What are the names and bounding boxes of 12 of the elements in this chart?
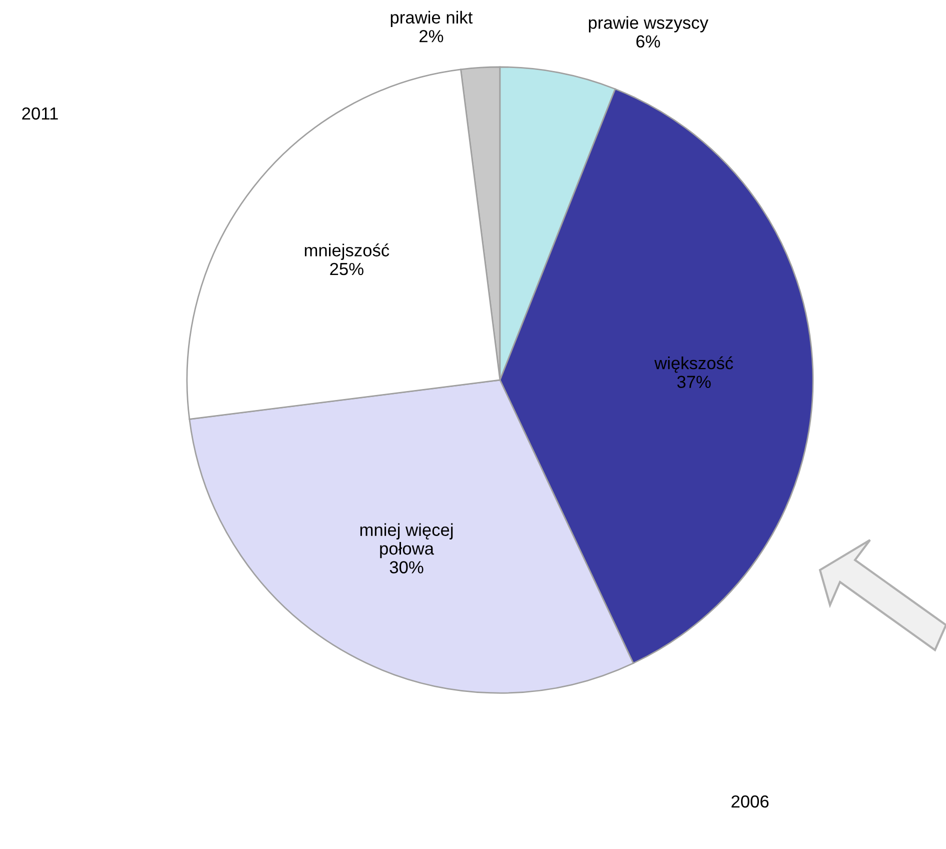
- slice-label: prawie wszyscy: [588, 16, 708, 32]
- data-label: 2%: [420, 30, 444, 42]
- data-label: 30%: [390, 561, 424, 574]
- slice-label: prawie nikt: [390, 10, 473, 28]
- slice-label: mniejszość: [304, 244, 390, 260]
- data-label: 37%: [677, 376, 711, 388]
- slice-label: mniej więcej połowa: [360, 523, 453, 558]
- text: 2006: [732, 795, 769, 808]
- slice-label: większość: [654, 356, 734, 373]
- data-label: 6%: [636, 35, 660, 48]
- data-label: 25%: [330, 262, 364, 276]
- text: 2011: [22, 107, 58, 120]
